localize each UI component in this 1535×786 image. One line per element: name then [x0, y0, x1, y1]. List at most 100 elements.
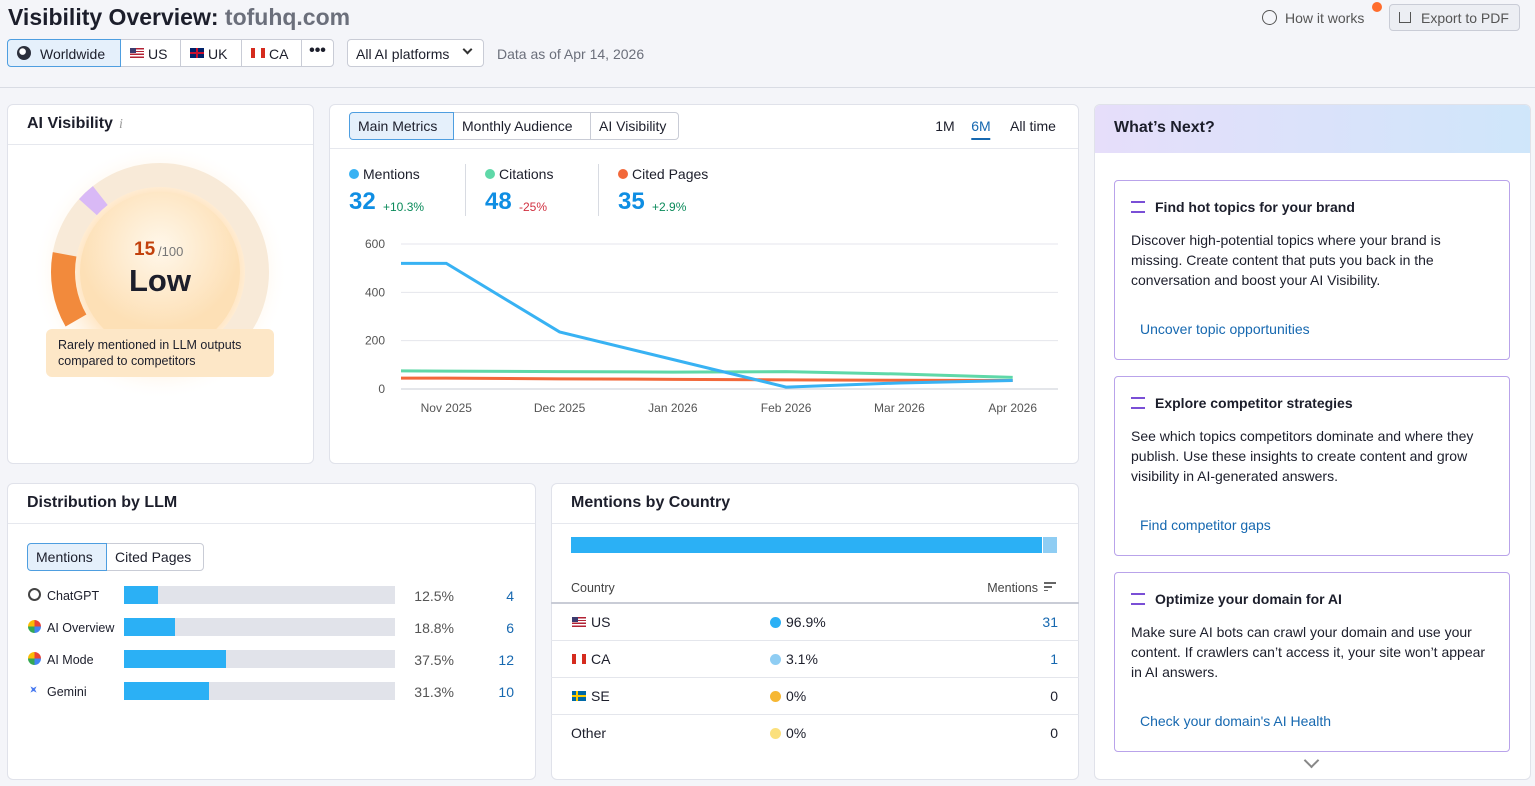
share-dot [770, 654, 781, 665]
divider [552, 523, 1078, 524]
info-icon: i [119, 117, 123, 132]
legend-label[interactable]: Mentions [363, 166, 420, 182]
platform-label[interactable]: All AI platforms [356, 46, 450, 62]
flag-icon [190, 48, 204, 58]
metric-tab[interactable] [453, 112, 591, 140]
country-name: CA [591, 651, 611, 667]
row-divider [551, 677, 1079, 678]
metric-change: -25% [519, 200, 548, 214]
range-option[interactable]: All time [1010, 118, 1056, 134]
help-icon [1262, 10, 1277, 25]
flag-icon [572, 691, 586, 701]
region-label[interactable]: CA [269, 46, 289, 62]
country-name: Other [571, 725, 607, 741]
suggestion-title: Explore competitor strategies [1155, 395, 1353, 411]
suggestion-link[interactable]: Check your domain's AI Health [1140, 713, 1331, 729]
share-label: 0% [786, 725, 807, 741]
share-segment [571, 537, 1042, 553]
count[interactable]: 1 [1050, 651, 1058, 667]
row-divider [551, 640, 1079, 641]
count-link[interactable]: 6 [506, 620, 514, 636]
card-title: Distribution by LLM [27, 494, 178, 511]
divider [330, 148, 1078, 149]
llm-tab[interactable] [27, 543, 107, 571]
flag-icon [251, 48, 265, 58]
share-label: 12.5% [414, 588, 454, 604]
count: 0 [1050, 688, 1058, 704]
share-segment [1057, 537, 1058, 553]
range-option[interactable]: 1M [935, 118, 955, 134]
share-dot [770, 617, 781, 628]
page-title: Visibility Overview: tofuhq.com [8, 3, 350, 31]
suggestion-link[interactable]: Uncover topic opportunities [1140, 321, 1310, 337]
separator [598, 164, 599, 216]
suggestion-card [1114, 376, 1510, 556]
share-dot [770, 691, 781, 702]
export-label[interactable]: Export to PDF [1421, 10, 1509, 26]
card-title: What’s Next? [1114, 119, 1215, 136]
count-link[interactable]: 4 [506, 588, 514, 604]
share-label: 96.9% [786, 614, 826, 630]
suggestion-link[interactable]: Find competitor gaps [1140, 517, 1271, 533]
legend-label[interactable]: Cited Pages [632, 166, 709, 182]
suggestion-text: Discover high-potential topics where you… [1131, 232, 1441, 288]
metric-tab-label[interactable]: Main Metrics [358, 118, 438, 134]
row-divider [551, 714, 1079, 715]
divider [8, 144, 313, 145]
count: 0 [1050, 725, 1058, 741]
country-name: US [591, 614, 611, 630]
bar-track [124, 586, 395, 604]
llm-tab-label[interactable]: Mentions [36, 549, 93, 565]
legend-label[interactable]: Citations [499, 166, 554, 182]
card-icon [1131, 593, 1145, 605]
metric-tab-label[interactable]: AI Visibility [599, 118, 667, 134]
region-label[interactable]: Worldwide [40, 46, 106, 62]
region-label[interactable]: UK [208, 46, 228, 62]
column-header[interactable]: Mentions [987, 581, 1038, 595]
llm-tab-label[interactable]: Cited Pages [115, 549, 192, 565]
more-button[interactable]: ••• [301, 39, 334, 67]
count-link[interactable]: 10 [498, 684, 514, 700]
share-label: 0% [786, 688, 807, 704]
divider [0, 87, 1535, 88]
flag-icon [130, 48, 144, 58]
metric-tab-label[interactable]: Monthly Audience [462, 118, 573, 134]
notification-dot [1372, 2, 1382, 12]
column-header: Country [571, 581, 615, 595]
card-title: Mentions by Country [571, 494, 731, 511]
bar [124, 586, 158, 604]
table-rule [551, 602, 1079, 604]
range-option[interactable]: 6M [971, 118, 991, 140]
share-dot [770, 728, 781, 739]
count-link[interactable]: 12 [498, 652, 514, 668]
llm-name: ChatGPT [47, 589, 100, 603]
legend-dot [618, 169, 628, 179]
metrics-card [329, 104, 1079, 464]
legend-dot [349, 169, 359, 179]
llm-name: AI Overview [47, 621, 115, 635]
flag-icon [572, 654, 586, 664]
metric-tab[interactable] [349, 112, 454, 140]
suggestion-text: Make sure AI bots can crawl your domain … [1131, 624, 1486, 680]
count[interactable]: 31 [1042, 614, 1058, 630]
suggestion-text: See which topics competitors dominate an… [1131, 428, 1474, 484]
share-label: 18.8% [414, 620, 454, 636]
platform-dropdown[interactable] [347, 39, 484, 67]
sort-icon [1044, 582, 1056, 591]
note-text: Rarely mentioned in LLM outputs compared… [58, 338, 242, 368]
score-max: /100 [158, 244, 184, 259]
card-header [1095, 105, 1530, 153]
llm-name: Gemini [47, 685, 87, 699]
metric-tab[interactable] [590, 112, 679, 140]
suggestion-card [1114, 572, 1510, 752]
how-it-works-link[interactable]: How it works [1285, 10, 1365, 26]
region-label[interactable]: US [148, 46, 168, 62]
export-button[interactable] [1389, 4, 1520, 31]
title-text: Visibility Overview: [8, 4, 219, 30]
llm-tab[interactable] [106, 543, 204, 571]
region-button[interactable] [120, 39, 181, 67]
llm-icon [28, 588, 41, 601]
card-title: AI Visibility [27, 115, 113, 132]
